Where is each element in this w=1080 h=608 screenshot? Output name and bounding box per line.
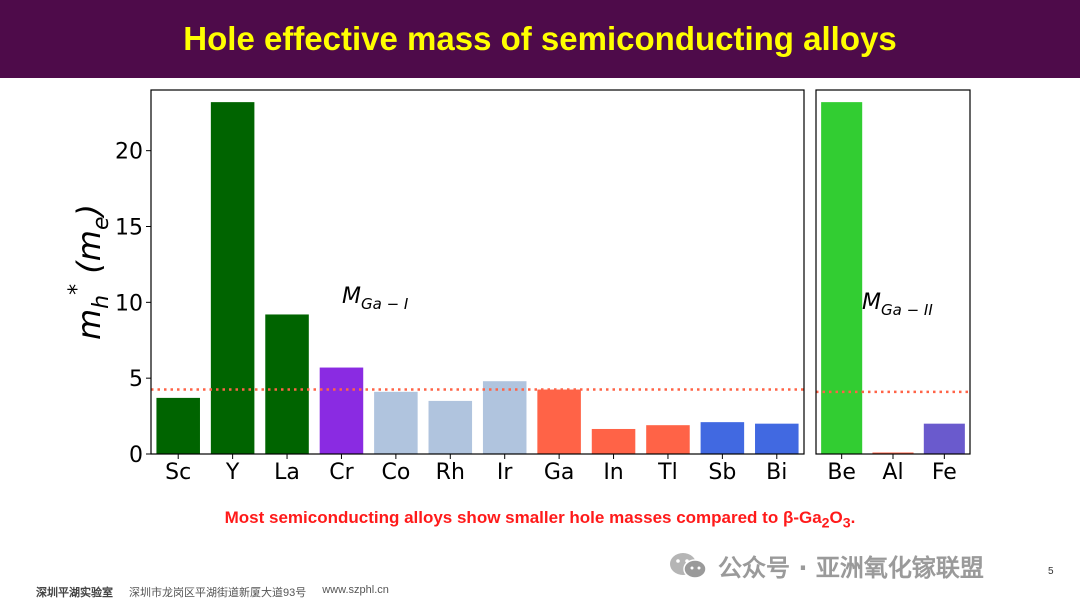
x-tick-label-cr: Cr	[329, 460, 354, 485]
ylabel-base: m	[70, 309, 108, 340]
bar-in	[591, 428, 636, 454]
ylabel-sup: *	[65, 284, 90, 295]
ylabel-paren-open: (	[70, 260, 108, 284]
y-tick-label: 15	[115, 216, 143, 241]
footer-url: www.szphl.cn	[322, 584, 389, 596]
bar-cr	[319, 367, 364, 454]
bar-al	[872, 452, 914, 454]
page-number: 5	[1048, 566, 1054, 577]
bar-fe	[923, 423, 965, 454]
y-axis-label-text: mh* (me)	[65, 204, 114, 340]
watermark: 公众号 · 亚洲氧化镓联盟	[668, 548, 984, 583]
page-title: Hole effective mass of semiconducting al…	[183, 20, 897, 57]
x-tick-label-in: In	[603, 460, 623, 485]
footer-address: 深圳市龙岗区平湖街道新厦大道93号	[129, 587, 307, 599]
y-tick-label: 20	[115, 140, 143, 165]
caption-o: O	[829, 508, 843, 527]
caption-sub-2: 2	[821, 515, 830, 532]
bar-sb	[700, 422, 745, 454]
ylabel-paren-close: )	[70, 204, 108, 218]
bar-tl	[646, 425, 690, 454]
bar-bi	[755, 423, 799, 454]
axes-frame	[150, 89, 805, 455]
x-tick-label-sc: Sc	[165, 460, 191, 485]
caption-beta: β	[782, 508, 794, 527]
caption-end: .	[850, 508, 856, 527]
wechat-icon	[670, 552, 707, 579]
x-tick-label-bi: Bi	[766, 460, 787, 485]
ylabel-unit-base: m	[70, 230, 108, 261]
bar-sc	[156, 397, 200, 454]
caption-text: Most semiconducting alloys show smaller …	[224, 508, 783, 527]
x-tick-label-be: Be	[827, 460, 856, 485]
x-tick-label-la: La	[274, 460, 300, 485]
footer-org: 深圳平湖实验室	[36, 587, 113, 599]
panel-label: MGa − II	[862, 290, 933, 319]
x-tick-label-y: Y	[225, 460, 240, 485]
x-tick-label-fe: Fe	[932, 460, 957, 485]
x-tick-label-co: Co	[381, 460, 410, 485]
footer: 深圳平湖实验室 深圳市龙岗区平湖街道新厦大道93号 www.szphl.cn	[36, 584, 389, 600]
bar-rh	[428, 400, 473, 454]
bar-ga	[537, 389, 581, 454]
bar-la	[265, 314, 309, 454]
ylabel-unit-sub: e	[89, 216, 114, 230]
panel-label-sub: Ga − I	[361, 295, 409, 313]
bar-ir	[482, 381, 527, 454]
caption-sub-3: 3	[842, 515, 851, 532]
x-tick-label-ir: Ir	[497, 460, 513, 485]
bar-be	[821, 102, 863, 454]
x-tick-label-sb: Sb	[708, 460, 736, 485]
panel-label-sub: Ga − II	[881, 301, 933, 319]
bar-co	[374, 391, 418, 454]
axes-frame	[815, 89, 971, 455]
y-axis-label: mh* (me)	[65, 204, 114, 340]
x-tick-label-rh: Rh	[436, 460, 465, 485]
x-tick-label-ga: Ga	[544, 460, 575, 485]
bar-y	[210, 102, 255, 454]
y-tick-label: 5	[129, 367, 143, 392]
ylabel-sub: h	[89, 295, 114, 309]
title-bar: Hole effective mass of semiconducting al…	[0, 0, 1080, 78]
panel-label-base: M	[862, 290, 881, 315]
caption-ga: -Ga	[793, 508, 822, 527]
y-tick-label: 10	[115, 291, 143, 316]
y-tick-label: 0	[129, 443, 143, 468]
chart-caption: Most semiconducting alloys show smaller …	[0, 508, 1080, 531]
watermark-text: 公众号 · 亚洲氧化镓联盟	[718, 554, 984, 582]
x-tick-label-al: Al	[882, 460, 903, 485]
panel-label: MGa − I	[342, 284, 409, 313]
x-tick-label-tl: Tl	[657, 460, 678, 485]
panel-label-base: M	[342, 284, 361, 309]
